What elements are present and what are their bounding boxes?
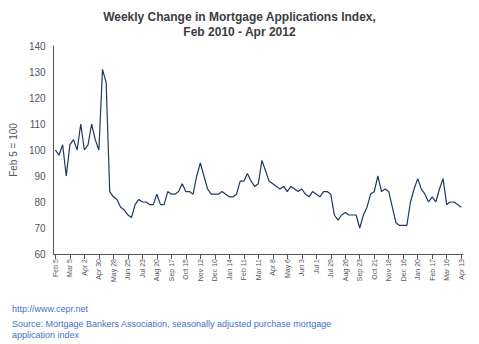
svg-text:May 28: May 28: [110, 259, 118, 282]
svg-text:Mar 11: Mar 11: [255, 259, 262, 280]
svg-text:Apr 8: Apr 8: [269, 259, 277, 276]
svg-text:May 6: May 6: [284, 259, 292, 278]
svg-text:Feb 11: Feb 11: [240, 259, 247, 280]
svg-text:Jul 23: Jul 23: [139, 259, 146, 278]
svg-text:Feb 5 = 100: Feb 5 = 100: [8, 123, 19, 177]
svg-text:Aug 20: Aug 20: [153, 259, 161, 281]
svg-text:110: 110: [30, 119, 46, 130]
svg-text:http://www.cepr.net: http://www.cepr.net: [12, 304, 89, 314]
svg-text:Feb 5: Feb 5: [52, 259, 59, 277]
svg-text:100: 100: [29, 145, 46, 156]
svg-text:60: 60: [34, 249, 46, 260]
svg-text:Jul 29: Jul 29: [327, 259, 334, 278]
svg-text:Weekly Change in Mortgage Appl: Weekly Change in Mortgage Applications I…: [103, 10, 376, 24]
svg-text:80: 80: [34, 197, 46, 208]
svg-text:Sep 23: Sep 23: [356, 259, 364, 281]
svg-text:Mar 5: Mar 5: [66, 259, 73, 277]
svg-text:120: 120: [29, 93, 46, 104]
svg-text:Source: Mortgage Bankers Assoc: Source: Mortgage Bankers Association, se…: [12, 319, 331, 329]
svg-text:Mar 16: Mar 16: [443, 259, 450, 281]
svg-text:Dec 16: Dec 16: [400, 259, 407, 281]
svg-text:Aug 26: Aug 26: [342, 259, 350, 281]
svg-text:Nov 18: Nov 18: [385, 259, 392, 281]
svg-text:Jun 3: Jun 3: [298, 259, 305, 276]
svg-text:70: 70: [34, 223, 46, 234]
svg-text:130: 130: [29, 67, 46, 78]
svg-text:Apr 30: Apr 30: [95, 259, 103, 280]
svg-text:Feb 2010 - Apr 2012: Feb 2010 - Apr 2012: [183, 25, 296, 39]
svg-text:application index: application index: [12, 330, 80, 340]
svg-text:Apr 13: Apr 13: [458, 259, 466, 280]
svg-text:Jul 1: Jul 1: [313, 259, 320, 274]
svg-text:140: 140: [29, 41, 46, 52]
svg-text:Jan 14: Jan 14: [226, 259, 233, 280]
svg-text:Oct 15: Oct 15: [182, 259, 189, 280]
svg-text:Sep 17: Sep 17: [168, 259, 176, 281]
svg-text:Jun 25: Jun 25: [124, 259, 131, 280]
svg-text:Jan 20: Jan 20: [414, 259, 421, 280]
svg-text:Oct 21: Oct 21: [371, 259, 378, 280]
svg-text:Apr 2: Apr 2: [81, 259, 89, 276]
svg-text:Dec 10: Dec 10: [211, 259, 218, 281]
svg-text:90: 90: [34, 171, 46, 182]
svg-text:Nov 12: Nov 12: [197, 259, 204, 281]
svg-text:Feb 17: Feb 17: [429, 259, 436, 281]
